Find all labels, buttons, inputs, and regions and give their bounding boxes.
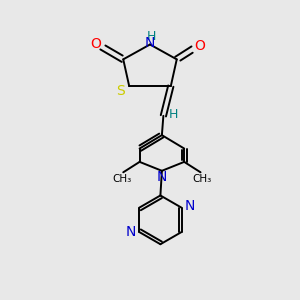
Text: S: S [116, 84, 125, 98]
Text: O: O [194, 39, 205, 53]
Text: O: O [90, 37, 101, 51]
Text: N: N [184, 199, 195, 213]
Text: H: H [169, 108, 178, 121]
Text: CH₃: CH₃ [192, 174, 212, 184]
Text: N: N [157, 170, 167, 184]
Text: H: H [147, 30, 156, 43]
Text: N: N [145, 36, 155, 50]
Text: CH₃: CH₃ [112, 174, 131, 184]
Text: N: N [126, 225, 136, 239]
